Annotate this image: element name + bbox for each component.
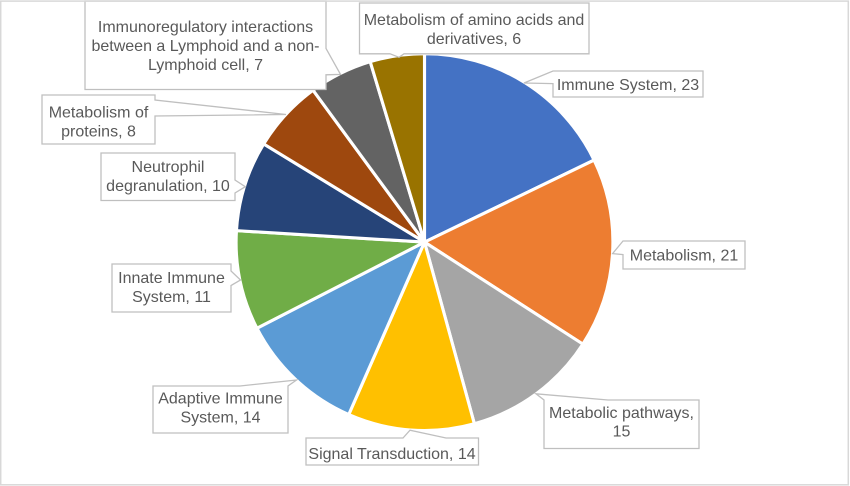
svg-text:Metabolism, 21: Metabolism, 21 bbox=[630, 247, 739, 264]
svg-text:Immunoregulatory interactions: Immunoregulatory interactions bbox=[98, 19, 313, 36]
svg-text:System, 14: System, 14 bbox=[180, 409, 260, 426]
svg-text:derivatives, 6: derivatives, 6 bbox=[427, 31, 521, 48]
svg-text:15: 15 bbox=[613, 424, 631, 441]
svg-text:Neutrophil: Neutrophil bbox=[132, 159, 205, 176]
svg-text:degranulation, 10: degranulation, 10 bbox=[106, 178, 230, 195]
svg-text:Innate Immune: Innate Immune bbox=[118, 270, 225, 287]
svg-text:between a Lymphoid and a non-: between a Lymphoid and a non- bbox=[91, 38, 319, 55]
svg-text:Metabolism of: Metabolism of bbox=[49, 105, 149, 122]
svg-text:proteins, 8: proteins, 8 bbox=[61, 123, 136, 140]
svg-text:Lymphoid cell, 7: Lymphoid cell, 7 bbox=[148, 57, 263, 74]
svg-text:Metabolism of amino acids and: Metabolism of amino acids and bbox=[364, 12, 585, 29]
svg-text:Signal Transduction, 14: Signal Transduction, 14 bbox=[308, 446, 475, 463]
svg-text:Metabolic pathways,: Metabolic pathways, bbox=[549, 405, 694, 422]
svg-text:System, 11: System, 11 bbox=[132, 289, 211, 306]
svg-text:Immune System, 23: Immune System, 23 bbox=[557, 77, 699, 94]
svg-text:Adaptive Immune: Adaptive Immune bbox=[158, 391, 283, 408]
